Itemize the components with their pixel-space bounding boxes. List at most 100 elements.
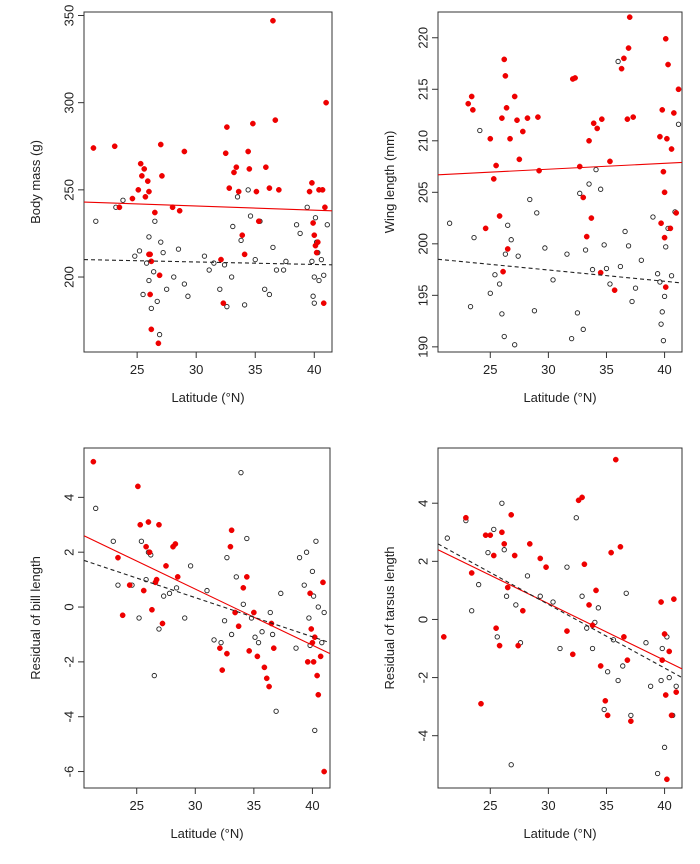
data-point: [595, 605, 601, 611]
data-point: [603, 265, 610, 272]
data-point: [485, 549, 491, 556]
data-point: [283, 258, 289, 264]
data-point: [278, 590, 284, 596]
data-point: [580, 326, 586, 332]
y-tick-label: 215: [415, 78, 430, 100]
data-point: [228, 274, 235, 280]
data-point: [524, 573, 531, 579]
data-point: [604, 669, 611, 675]
data-point: [638, 257, 644, 263]
data-point: [314, 239, 321, 246]
data-point: [502, 73, 509, 79]
y-axis-label: Residual of bill length: [28, 556, 43, 680]
data-point: [568, 335, 575, 342]
data-point: [228, 527, 235, 534]
data-point: [511, 552, 518, 559]
data-point: [624, 116, 631, 123]
data-point: [235, 188, 242, 195]
plot-frame: [83, 11, 333, 353]
data-point: [224, 124, 230, 130]
data-point: [136, 248, 143, 254]
data-point: [597, 663, 604, 669]
data-point: [320, 579, 326, 586]
chart-svg: 25 30 35 40 -6 -4 -2 0 2 4 Latitude (°N) Residual o…: [28, 447, 331, 841]
data-point: [658, 599, 664, 605]
data-point: [187, 563, 194, 569]
data-point: [304, 204, 310, 210]
y-tick-label: 195: [415, 284, 430, 306]
data-point: [280, 267, 287, 273]
data-point: [607, 158, 613, 165]
x-tick-label: 25: [129, 798, 143, 813]
x-tick-label: 35: [599, 362, 613, 377]
data-point: [156, 521, 162, 528]
x-tick-label: 30: [189, 362, 203, 377]
data-point: [628, 718, 634, 725]
data-point: [564, 251, 570, 257]
data-point: [515, 642, 522, 649]
data-point: [246, 648, 253, 654]
data-point: [503, 593, 510, 599]
wing-length-panel: 25 30 35 40 190 195 200 205 210 215 220 Latitude (°…: [350, 0, 700, 430]
data-point: [615, 677, 621, 684]
data-point: [132, 253, 138, 259]
data-point: [307, 590, 313, 597]
y-tick-label: 350: [61, 5, 76, 27]
data-point: [138, 538, 145, 544]
plot-frame: [437, 11, 683, 353]
data-point: [496, 642, 503, 649]
data-point: [222, 150, 229, 157]
data-point: [482, 225, 489, 232]
data-point: [219, 667, 226, 673]
data-point: [647, 683, 654, 689]
data-point: [211, 260, 217, 266]
regression-line: [84, 201, 332, 212]
data-point: [135, 483, 141, 490]
data-point: [120, 197, 126, 203]
data-point: [171, 274, 177, 280]
data-point: [157, 141, 164, 148]
data-point: [607, 281, 613, 287]
data-point: [590, 120, 597, 127]
data-point: [501, 333, 507, 340]
data-point: [624, 657, 631, 663]
y-tick-label: 4: [61, 494, 76, 501]
data-point: [612, 456, 619, 463]
data-point: [465, 100, 472, 107]
data-point: [324, 222, 330, 228]
data-point: [569, 651, 576, 658]
data-point: [579, 494, 585, 501]
data-point: [503, 104, 510, 111]
data-point: [303, 549, 310, 555]
y-axis-label: Wing length (mm): [382, 131, 397, 234]
data-point: [135, 186, 142, 193]
data-point: [273, 267, 280, 273]
data-point: [487, 532, 494, 539]
data-point: [319, 640, 325, 646]
data-point: [598, 186, 604, 192]
data-point: [270, 645, 277, 652]
data-point: [611, 287, 618, 294]
data-point: [668, 273, 675, 279]
data-point: [224, 650, 230, 657]
data-point: [588, 215, 595, 221]
data-point: [312, 727, 318, 734]
data-point: [519, 607, 526, 614]
data-point: [662, 284, 669, 290]
data-point: [514, 117, 520, 124]
data-point: [501, 541, 508, 547]
data-point: [137, 160, 144, 167]
data-point: [262, 286, 268, 292]
data-point: [601, 706, 607, 713]
data-point: [163, 563, 169, 569]
data-point: [577, 190, 583, 196]
data-point: [586, 602, 592, 608]
data-point: [463, 514, 469, 521]
data-point: [261, 664, 268, 671]
data-point: [512, 342, 518, 348]
data-point: [621, 55, 627, 62]
data-point: [140, 291, 146, 298]
y-tick-label: 190: [415, 336, 430, 358]
data-point: [185, 293, 191, 299]
data-point: [309, 568, 316, 575]
